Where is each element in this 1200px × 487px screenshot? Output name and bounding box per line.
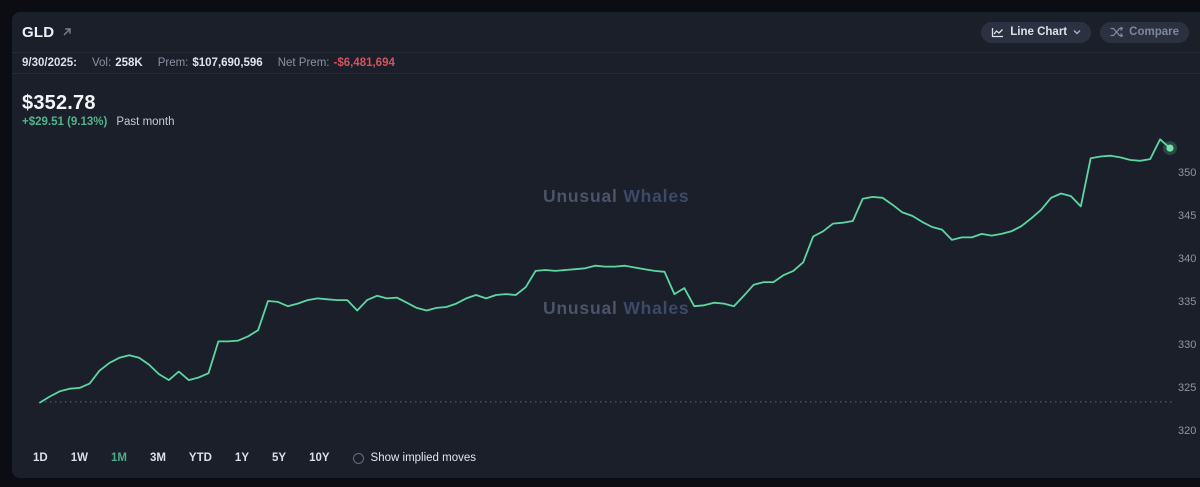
chart-card: GLD Line Chart bbox=[12, 12, 1200, 478]
svg-text:345: 345 bbox=[1178, 210, 1196, 222]
timeframe-5y[interactable]: 5Y bbox=[272, 452, 287, 464]
price-change-row: +$29.51 (9.13%) Past month bbox=[22, 116, 175, 128]
line-chart-icon bbox=[992, 27, 1004, 37]
chevron-down-icon bbox=[1073, 30, 1081, 35]
svg-text:320: 320 bbox=[1178, 425, 1196, 437]
svg-text:335: 335 bbox=[1178, 296, 1196, 308]
stat-net-premium: Net Prem: -$6,481,694 bbox=[277, 57, 395, 69]
chart-type-button[interactable]: Line Chart bbox=[981, 21, 1092, 43]
svg-text:325: 325 bbox=[1178, 382, 1196, 394]
external-link-icon[interactable] bbox=[61, 26, 73, 38]
watermark: Unusual Whales bbox=[543, 186, 690, 206]
timeframe-bar: 1D 1W 1M 3M YTD 1Y 5Y 10Y Show implied moves bbox=[33, 450, 476, 466]
price-change: +$29.51 (9.13%) bbox=[22, 116, 108, 128]
header-actions: Line Chart Compare bbox=[981, 21, 1189, 43]
svg-text:330: 330 bbox=[1178, 339, 1196, 351]
timeframe-1w[interactable]: 1W bbox=[70, 452, 88, 464]
watermark: Unusual Whales bbox=[543, 298, 690, 318]
header: GLD Line Chart bbox=[12, 12, 1200, 52]
net-premium-value: -$6,481,694 bbox=[333, 57, 395, 69]
compare-button[interactable]: Compare bbox=[1100, 21, 1189, 43]
timeframe-1y[interactable]: 1Y bbox=[234, 452, 249, 464]
stat-premium: Prem: $107,690,596 bbox=[157, 57, 263, 69]
ticker-symbol: GLD bbox=[22, 23, 55, 41]
compare-icon bbox=[1110, 27, 1124, 37]
current-price: $352.78 bbox=[22, 92, 96, 114]
divider bbox=[12, 73, 1200, 74]
implied-moves-label: Show implied moves bbox=[370, 452, 477, 464]
timeframe-3m[interactable]: 3M bbox=[149, 452, 166, 464]
timeframe-10y[interactable]: 10Y bbox=[309, 452, 330, 464]
compare-label: Compare bbox=[1129, 26, 1179, 38]
divider bbox=[12, 52, 1200, 53]
stats-date: 9/30/2025: bbox=[22, 57, 77, 69]
range-label: Past month bbox=[116, 116, 175, 128]
timeframe-ytd[interactable]: YTD bbox=[188, 452, 212, 464]
stats-bar: 9/30/2025: Vol: 258K Prem: $107,690,596 … bbox=[22, 53, 395, 73]
ticker-header: GLD bbox=[22, 24, 73, 41]
svg-text:340: 340 bbox=[1178, 253, 1196, 265]
implied-moves-toggle[interactable]: Show implied moves bbox=[352, 452, 477, 464]
timeframe-1m[interactable]: 1M bbox=[110, 452, 127, 464]
timeframe-1d[interactable]: 1D bbox=[33, 452, 48, 464]
svg-text:350: 350 bbox=[1178, 167, 1196, 179]
radio-icon bbox=[352, 452, 364, 464]
stat-volume: Vol: 258K bbox=[92, 57, 143, 69]
chart-type-label: Line Chart bbox=[1010, 26, 1068, 38]
